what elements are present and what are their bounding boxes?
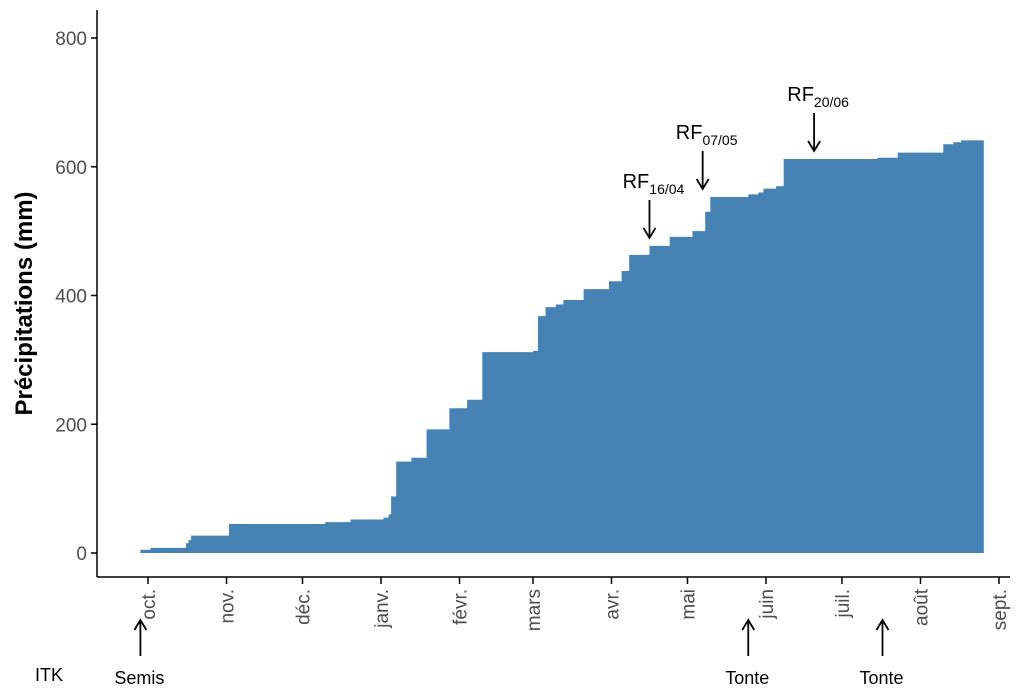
x-tick-label: nov. — [218, 589, 239, 624]
itk-event-label: Semis — [114, 668, 164, 688]
annotation-label: RF16/04 — [623, 171, 685, 197]
annotation-label: RF20/06 — [787, 84, 849, 110]
itk-arrowhead — [133, 618, 148, 631]
x-tick-label: juin — [757, 589, 778, 620]
annotation-label: RF07/05 — [676, 122, 738, 148]
precipitation-area — [135, 140, 984, 553]
annotation-arrowhead — [807, 140, 821, 153]
area-layer — [135, 140, 984, 553]
y-tick-label: 200 — [55, 415, 87, 436]
x-tick-label: oct. — [139, 589, 160, 620]
itk-event-label: Tonte — [859, 668, 903, 688]
x-tick-label: mars — [524, 589, 545, 631]
x-tick-label: mai — [678, 589, 699, 620]
y-tick-label: 0 — [76, 544, 87, 565]
x-tick-label: févr. — [451, 589, 472, 625]
itk-event-label: Tonte — [725, 668, 769, 688]
y-tick-label: 600 — [55, 158, 87, 179]
x-tick-label: sept. — [990, 589, 1011, 630]
y-ticks: 0 200 400 600 800 — [55, 29, 97, 565]
y-axis-title: Précipitations (mm) — [11, 191, 38, 415]
x-tick-label: juil. — [833, 589, 854, 619]
annotation-arrowhead — [695, 178, 710, 191]
annotations: RF16/04 RF07/05 RF20/06 — [623, 84, 849, 240]
axes — [96, 10, 1010, 578]
x-tick-label: avr. — [602, 589, 623, 620]
annotation-arrowhead — [642, 227, 657, 240]
x-tick-label: août — [911, 588, 932, 626]
x-tick-label: janv. — [372, 589, 393, 629]
x-ticks: oct. nov. déc. janv. févr. mars avr. mai juin jui… — [139, 577, 1011, 631]
itk-row: ITK Semis Tonte Tonte — [35, 618, 904, 688]
itk-arrowhead — [741, 618, 756, 631]
y-tick-label: 800 — [55, 29, 87, 50]
itk-arrowhead — [875, 618, 890, 631]
x-tick-label: déc. — [293, 589, 314, 625]
y-tick-label: 400 — [55, 287, 87, 308]
itk-label: ITK — [35, 665, 63, 685]
